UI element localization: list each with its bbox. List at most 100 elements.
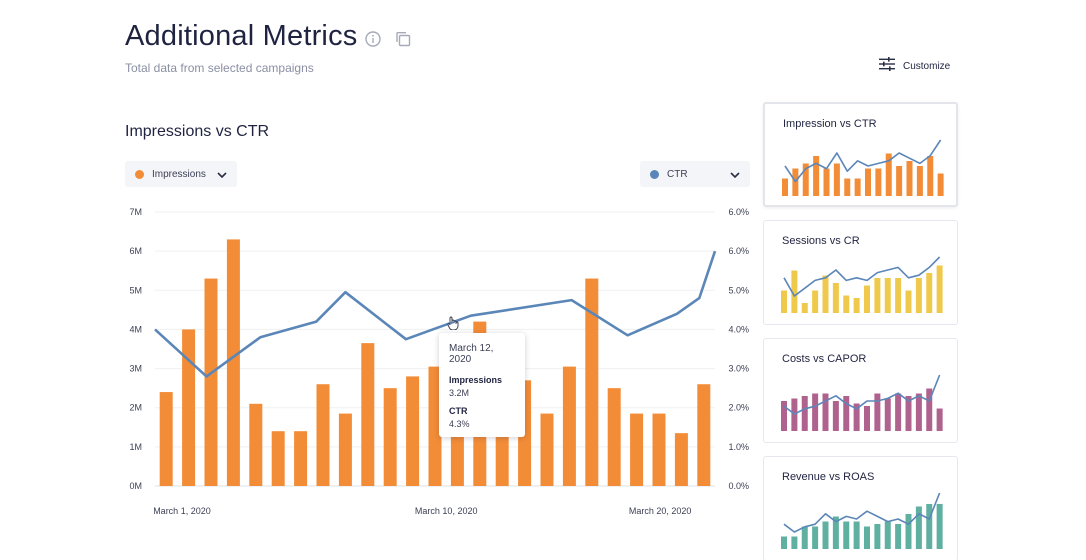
mini-bar [874,278,881,313]
mini-bar [905,514,912,549]
y-left-tick-label: 0M [129,481,142,491]
mini-bar [915,278,922,313]
copy-icon[interactable] [394,30,412,48]
mini-bar [905,290,912,313]
y-right-tick-label: 4.0% [728,324,749,334]
mini-bar [906,161,913,196]
impressions-legend-dot [135,169,144,179]
mini-bar [843,396,850,431]
bar-impressions[interactable] [338,413,352,486]
y-right-tick-label: 2.0% [728,403,749,413]
mini-bar [884,278,891,313]
tooltip-impressions-value: 3.2M [449,388,470,398]
mini-bar [853,521,860,549]
bar-impressions[interactable] [540,413,554,486]
ctr-metric-select[interactable]: CTR [640,161,750,187]
customize-button[interactable]: Customize [879,57,950,76]
mini-bar [823,168,830,196]
bar-impressions[interactable] [697,384,711,486]
bar-impressions[interactable] [271,431,285,486]
mini-bar [781,401,787,431]
bar-impressions[interactable] [294,431,308,486]
bar-impressions[interactable] [630,413,644,486]
info-icon[interactable] [364,30,382,48]
y-right-tick-label: 6.0% [728,207,749,217]
mini-line [784,139,942,183]
mini-bar [781,290,787,313]
mini-bar [833,163,840,196]
chevron-down-icon [217,165,227,183]
mini-bar [853,298,860,313]
mini-bar [832,516,839,549]
mini-bar [812,290,819,313]
mini-bar [927,156,934,196]
mini-bar [895,524,902,549]
bar-impressions[interactable] [226,239,240,486]
bar-impressions[interactable] [361,343,375,486]
bar-impressions[interactable] [204,278,218,486]
x-tick-label: March 20, 2020 [629,506,692,516]
mini-chart-card-sessions-cr[interactable]: Sessions vs CR [763,220,958,325]
impressions-metric-select[interactable]: Impressions [125,161,237,187]
mini-bar [874,524,881,549]
mini-bar [885,153,892,196]
mini-bar [896,166,903,196]
bar-impressions[interactable] [316,384,330,486]
bar-impressions[interactable] [652,413,666,486]
impressions-ctr-chart: 0M 1M 2M 3M 4M 5M 6M 7M 0.0% 1.0% 2.0% 3.0% 4.0% 5.0%… [129,207,749,516]
impressions-select-label: Impressions [152,168,206,180]
mini-chart-title: Impression vs CTR [783,118,877,130]
bar-impressions[interactable] [249,403,263,486]
mini-bar [781,536,787,549]
mini-bar [812,393,819,431]
bar-impressions[interactable] [607,388,621,486]
mini-bar [926,388,933,431]
tooltip-ctr-label: CTR [449,406,468,416]
tooltip-ctr-value: 4.3% [449,419,470,429]
bar-impressions[interactable] [406,376,420,486]
mini-bar [822,521,829,549]
bar-impressions[interactable] [562,366,576,486]
y-right-tick-label: 1.0% [728,442,749,452]
chart-title: Impressions vs CTR [125,123,270,140]
bar-impressions[interactable] [182,329,196,486]
ctr-line[interactable] [154,250,717,378]
mini-line [783,256,941,297]
mini-bar [791,536,798,549]
mini-chart-title: Revenue vs ROAS [782,471,875,483]
mini-bar [832,283,839,313]
y-right-tick-label: 3.0% [728,364,749,374]
mini-chart-card-revenue-roas[interactable]: Revenue vs ROAS [763,456,958,560]
hand-cursor-icon [447,316,459,335]
mini-bar [895,278,902,313]
mini-bar [916,166,923,196]
chevron-down-icon [730,165,740,183]
mini-bar [864,526,870,549]
mini-chart-title: Sessions vs CR [782,235,860,247]
mini-bar [854,178,861,196]
bar-impressions[interactable] [383,388,397,486]
title-actions [364,30,412,48]
bar-impressions[interactable] [585,278,599,486]
mini-bar [801,526,808,549]
ctr-select-label: CTR [667,168,688,180]
bar-impressions[interactable] [428,366,442,486]
bar-impressions[interactable] [159,392,173,486]
mini-bar [875,168,882,196]
y-right-tick-label: 6.0% [728,246,749,256]
mini-bar [937,173,944,196]
bar-impressions[interactable] [674,433,688,486]
mini-chart-card-costs-capor[interactable]: Costs vs CAPOR [763,338,958,443]
mini-bar [843,295,850,313]
mini-bar [865,168,871,196]
mini-line [783,492,941,533]
chart-tooltip: March 12, 2020 Impressions 3.2M CTR 4.3% [439,333,525,437]
x-tick-label: March 10, 2020 [415,506,478,516]
mini-bar [813,156,820,196]
y-left-tick-label: 2M [129,403,142,413]
mini-bar [864,285,870,313]
y-left-tick-label: 3M [129,364,142,374]
ctr-legend-dot [650,169,659,179]
mini-chart-card-impression-ctr[interactable]: Impression vs CTR [763,102,958,207]
y-left-tick-label: 4M [129,324,142,334]
